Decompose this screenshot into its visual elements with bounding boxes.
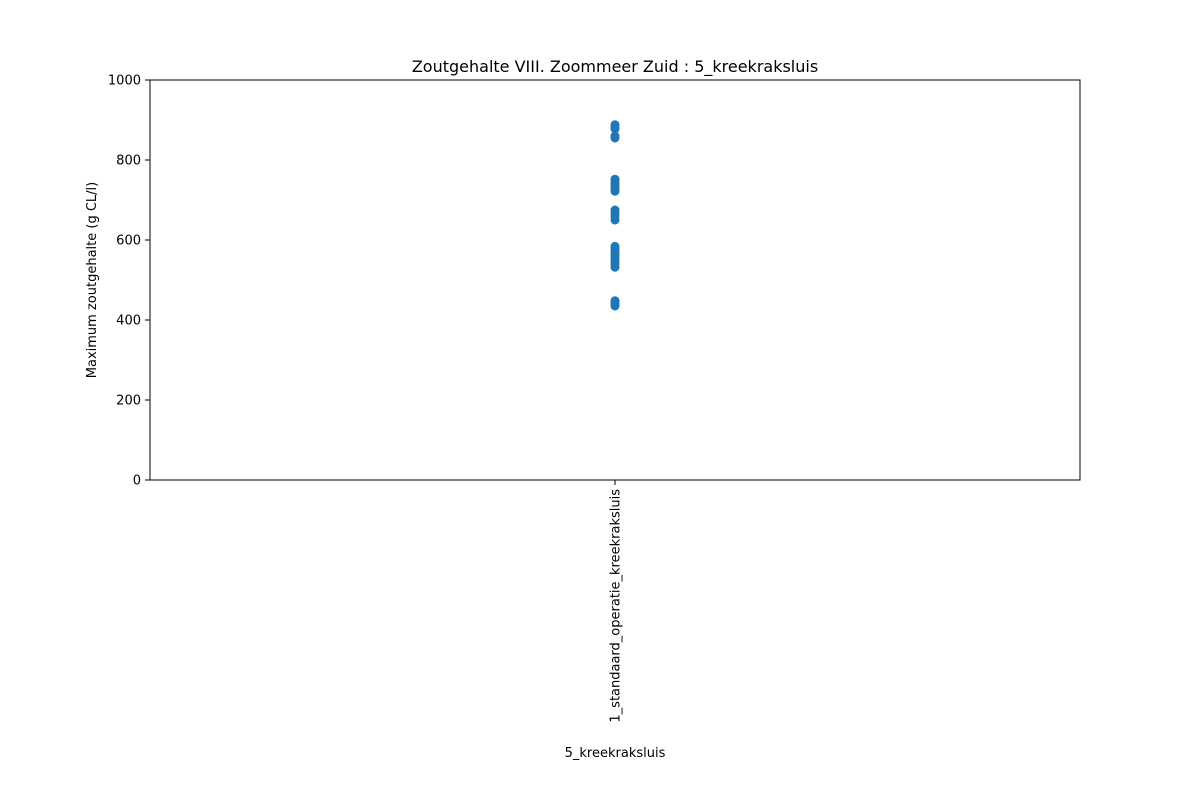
scatter-points: [610, 120, 620, 311]
y-tick-label: 200: [116, 394, 141, 409]
chart-title: Zoutgehalte VIII. Zoommeer Zuid : 5_kree…: [412, 57, 818, 77]
scatter-point: [610, 241, 620, 251]
scatter-point: [610, 120, 620, 130]
scatter-point: [610, 131, 620, 141]
scatter-point: [610, 174, 620, 184]
y-tick-label: 1000: [108, 74, 141, 89]
y-tick-label: 800: [116, 154, 141, 169]
y-tick-label: 400: [116, 314, 141, 329]
y-axis-ticks: 0 200 400 600 800 1000: [108, 74, 150, 489]
y-tick-label: 600: [116, 234, 141, 249]
scatter-point: [610, 296, 620, 306]
y-axis-label: Maximum zoutgehalte (g CL/l): [85, 182, 100, 378]
x-axis-label: 5_kreekraksluis: [565, 746, 666, 761]
x-tick-label: 1_standaard_operatie_kreekraksluis: [609, 489, 624, 723]
x-axis-ticks: 1_standaard_operatie_kreekraksluis: [609, 480, 624, 723]
scatter-point: [610, 205, 620, 215]
y-tick-label: 0: [133, 474, 141, 489]
plot-area-frame: [149, 79, 1081, 481]
